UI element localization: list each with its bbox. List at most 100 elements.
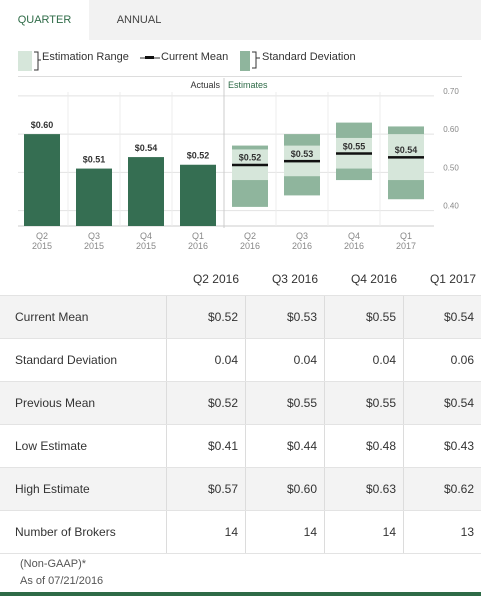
lower-deviation-band [284, 176, 320, 196]
estimates-section-label: Estimates [228, 80, 268, 90]
x-tick-quarter: Q3 [88, 231, 100, 241]
estimates-table-header: Q2 2016 Q3 2016 Q4 2016 Q1 2017 [0, 266, 481, 294]
table-cell: $0.52 [207, 396, 238, 410]
bottom-accent-bar [0, 592, 481, 596]
column-header: Q4 2016 [350, 272, 397, 286]
table-cell: $0.55 [286, 396, 317, 410]
table-cell: 0.04 [372, 353, 396, 367]
actual-value-label: $0.51 [83, 155, 106, 165]
actual-value-label: $0.60 [31, 120, 54, 130]
table-cell: $0.54 [443, 310, 474, 324]
actual-bar [24, 134, 60, 226]
table-row-standard-deviation: Standard Deviation 0.04 0.04 0.04 0.06 [0, 338, 481, 382]
x-tick-year: 2015 [32, 241, 52, 251]
x-tick-year: 2016 [292, 241, 312, 251]
chart-legend: Estimation Range Current Mean Standard D… [0, 40, 481, 76]
legend-standard-deviation-label: Standard Deviation [262, 51, 356, 63]
x-tick-quarter: Q2 [36, 231, 48, 241]
legend-standard-deviation: Standard Deviation [240, 40, 370, 76]
estimate-mean-label: $0.54 [395, 145, 418, 155]
table-row-previous-mean: Previous Mean $0.52 $0.55 $0.55 $0.54 [0, 381, 481, 425]
period-tabs: QUARTER ANNUAL [0, 0, 481, 40]
x-tick-label: Q2 2016 [240, 231, 260, 251]
column-header: Q3 2016 [271, 272, 318, 286]
as-of-date: As of 07/21/2016 [20, 575, 104, 587]
x-tick-quarter: Q1 [400, 231, 412, 241]
upper-deviation-band [336, 122, 372, 138]
table-cell: $0.55 [365, 310, 396, 324]
current-mean-line [284, 159, 320, 163]
x-tick-label: Q1 2017 [396, 231, 416, 251]
current-mean-line [388, 156, 424, 159]
x-tick-quarter: Q3 [296, 231, 308, 241]
actual-bar [128, 157, 164, 226]
table-cell: $0.57 [207, 482, 238, 496]
estimation-range-swatch [18, 51, 41, 71]
x-tick-label: Q1 2016 [188, 231, 208, 251]
table-cell: $0.53 [286, 310, 317, 324]
current-mean-swatch [140, 56, 160, 59]
x-tick-year: 2015 [84, 241, 104, 251]
x-tick-year: 2016 [344, 241, 364, 251]
table-cell: $0.48 [365, 439, 396, 453]
x-tick-label: Q2 2015 [32, 231, 52, 251]
table-row-number-of-brokers: Number of Brokers 14 14 14 13 [0, 510, 481, 554]
chart-marks: $0.60 $0.51 $0.54 $0.52 $0.52 $0.53 $0.55 $0.54… [24, 120, 424, 251]
x-tick-quarter: Q1 [192, 231, 204, 241]
y-tick-label: 0.40 [443, 202, 459, 211]
column-header: Q1 2017 [429, 272, 476, 286]
lower-deviation-band [388, 180, 424, 200]
estimate-mean-label: $0.52 [239, 153, 262, 163]
table-cell: 0.06 [450, 353, 474, 367]
eps-chart: 0.70 0.60 0.50 0.40 $0.60 $0.51 $0.54 $0.52 $0.… [18, 76, 462, 251]
x-tick-label: Q3 2015 [84, 231, 104, 251]
legend-estimation-range-label: Estimation Range [42, 51, 129, 63]
table-cell: $0.54 [443, 396, 474, 410]
lower-deviation-band [336, 168, 372, 181]
upper-deviation-band [388, 126, 424, 135]
x-tick-quarter: Q2 [244, 231, 256, 241]
x-tick-year: 2016 [240, 241, 260, 251]
table-cell: 14 [382, 525, 396, 539]
current-mean-line [336, 152, 372, 155]
y-tick-label: 0.60 [443, 125, 459, 134]
x-tick-quarter: Q4 [140, 231, 152, 241]
x-tick-year: 2017 [396, 241, 416, 251]
x-tick-label: Q4 2016 [344, 231, 364, 251]
column-header: Q2 2016 [192, 272, 239, 286]
table-cell: $0.43 [443, 439, 474, 453]
x-tick-label: Q4 2015 [136, 231, 156, 251]
x-tick-quarter: Q4 [348, 231, 360, 241]
tab-annual[interactable]: ANNUAL [116, 14, 162, 26]
actual-bar [180, 164, 216, 226]
table-cell: $0.63 [365, 482, 396, 496]
table-row-current-mean: Current Mean $0.52 $0.53 $0.55 $0.54 [0, 295, 481, 339]
x-tick-year: 2015 [136, 241, 156, 251]
row-label: Previous Mean [15, 396, 96, 410]
row-label: Number of Brokers [15, 525, 116, 539]
row-label: High Estimate [15, 482, 90, 496]
table-cell: 14 [303, 525, 317, 539]
table-cell: $0.62 [443, 482, 474, 496]
current-mean-line [232, 163, 268, 167]
tab-quarter[interactable]: QUARTER [0, 0, 89, 40]
estimate-mean-label: $0.53 [291, 149, 314, 159]
actual-bar [76, 168, 112, 226]
legend-current-mean: Current Mean [140, 40, 240, 76]
row-label: Current Mean [15, 310, 89, 324]
table-row-low-estimate: Low Estimate $0.41 $0.44 $0.48 $0.43 [0, 424, 481, 468]
table-cell: $0.52 [207, 310, 238, 324]
table-cell: $0.55 [365, 396, 396, 410]
row-label: Standard Deviation [15, 353, 118, 367]
y-tick-label: 0.50 [443, 163, 459, 172]
row-label: Low Estimate [15, 439, 88, 453]
legend-current-mean-label: Current Mean [161, 51, 229, 63]
table-cell: 13 [460, 525, 474, 539]
actual-value-label: $0.54 [135, 143, 158, 153]
table-row-high-estimate: High Estimate $0.57 $0.60 $0.63 $0.62 [0, 467, 481, 511]
estimate-mean-label: $0.55 [343, 141, 366, 151]
actuals-section-label: Actuals [190, 80, 220, 90]
standard-deviation-swatch [240, 51, 260, 71]
y-tick-label: 0.70 [443, 87, 459, 96]
table-cell: $0.60 [286, 482, 317, 496]
